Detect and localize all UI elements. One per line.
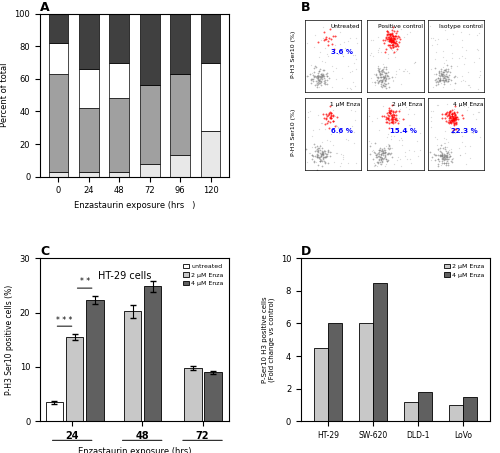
Bar <box>79 14 99 69</box>
Y-axis label: Percent of total: Percent of total <box>0 63 9 127</box>
Y-axis label: P-Ser10 H3 positive cells
(Fold change vs control): P-Ser10 H3 positive cells (Fold change v… <box>262 296 275 383</box>
Bar <box>79 108 99 172</box>
Text: C: C <box>40 245 49 258</box>
Bar <box>170 74 190 155</box>
Bar <box>314 348 328 421</box>
Bar <box>140 14 160 85</box>
Bar <box>124 312 142 421</box>
Bar <box>200 14 220 63</box>
Bar <box>404 402 418 421</box>
Bar <box>110 14 129 63</box>
Text: A: A <box>40 0 50 14</box>
Text: B: B <box>301 0 310 14</box>
Bar <box>170 14 190 74</box>
Bar <box>66 337 84 421</box>
Bar <box>373 283 388 421</box>
Bar <box>448 405 463 421</box>
Bar <box>48 43 68 74</box>
Y-axis label: P-H3 Ser10 positive cells (%): P-H3 Ser10 positive cells (%) <box>5 284 14 395</box>
Bar <box>79 172 99 177</box>
Bar <box>328 323 342 421</box>
Bar <box>79 69 99 108</box>
X-axis label: Enzastaurin exposure (hrs   ): Enzastaurin exposure (hrs ) <box>74 201 195 210</box>
Bar <box>48 172 68 177</box>
Bar <box>200 131 220 177</box>
Text: P-H3 Ser10 (%): P-H3 Ser10 (%) <box>291 109 296 156</box>
Bar <box>463 397 477 421</box>
Bar <box>86 300 104 421</box>
Bar <box>184 368 202 421</box>
Legend: Sub-G$_1$, G$_1$, S, G$_2$/M: Sub-G$_1$, G$_1$, S, G$_2$/M <box>84 0 184 1</box>
Bar <box>110 172 129 177</box>
Bar <box>200 63 220 131</box>
Bar <box>204 372 222 421</box>
Text: HT-29 cells: HT-29 cells <box>98 271 152 281</box>
Text: P-H3 Ser10 (%): P-H3 Ser10 (%) <box>291 31 296 78</box>
Bar <box>418 392 432 421</box>
X-axis label: Enzastaurin exposure (hrs): Enzastaurin exposure (hrs) <box>78 447 192 453</box>
Bar <box>48 74 68 172</box>
Bar <box>170 155 190 177</box>
Bar <box>110 63 129 98</box>
Legend: 2 μM Enza, 4 μM Enza: 2 μM Enza, 4 μM Enza <box>442 261 487 280</box>
Bar <box>358 323 373 421</box>
Bar <box>46 402 64 421</box>
Bar <box>110 98 129 172</box>
Text: * *: * * <box>80 278 90 286</box>
Bar <box>140 164 160 177</box>
Bar <box>144 286 162 421</box>
Text: D: D <box>301 245 311 258</box>
Text: * * *: * * * <box>56 316 72 324</box>
Legend: untreated, 2 μM Enza, 4 μM Enza: untreated, 2 μM Enza, 4 μM Enza <box>180 261 226 289</box>
Bar <box>140 85 160 164</box>
Bar <box>48 14 68 43</box>
